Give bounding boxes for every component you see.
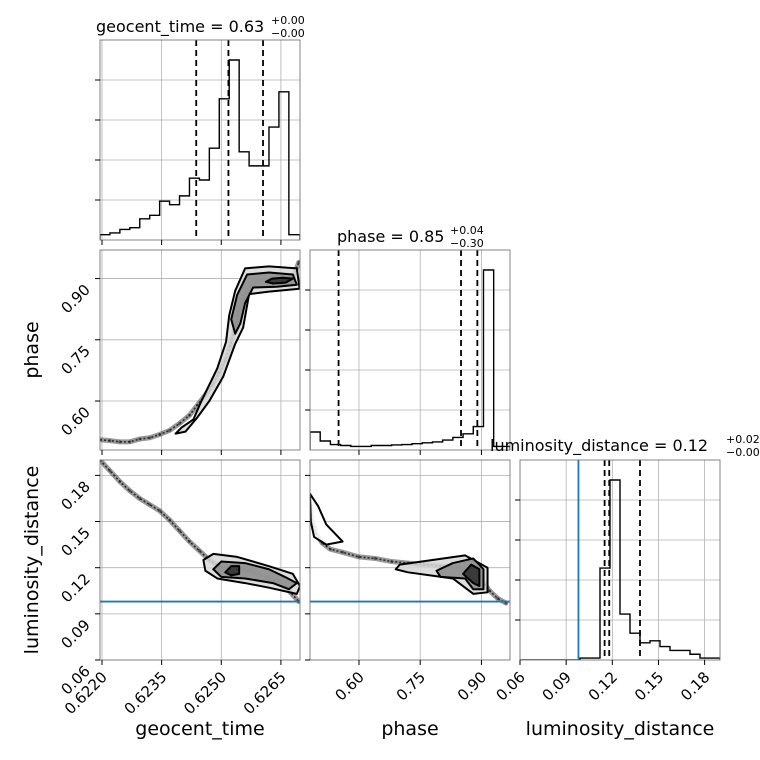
sample-point-luminosity-distance-vs-geocent-time-5: [148, 503, 152, 507]
contour-luminosity-distance-vs-geocent-time-2: [224, 565, 241, 577]
tick-label-x-phase-0: 0.60: [331, 668, 367, 704]
frame-luminosity-distance-vs-phase: [309, 459, 511, 661]
sample-point-luminosity-distance-vs-phase-6: [357, 555, 361, 559]
title-phase-sup: +0.04: [450, 224, 484, 237]
sample-point-phase-vs-geocent-time-7: [168, 429, 171, 432]
title-luminosity-distance-sup: +0.02: [726, 433, 760, 446]
sample-point-luminosity-distance-vs-phase-7: [373, 557, 377, 560]
sample-point-phase-vs-geocent-time-9: [188, 413, 191, 417]
ylabel-luminosity-distance: luminosity_distance: [21, 466, 43, 655]
histogram-phase: [310, 269, 510, 450]
tick-label-y-phase-2: 0.90: [57, 281, 93, 317]
sample-point-luminosity-distance-vs-phase-8: [390, 560, 394, 563]
histogram-geocent-time: [100, 59, 300, 240]
tick-label-x-luminosity-distance-4: 0.18: [677, 668, 713, 704]
sample-point-phase-vs-geocent-time-5: [148, 436, 152, 440]
sample-point-phase-vs-geocent-time-24: [297, 260, 300, 264]
ylabel-phase: phase: [21, 321, 43, 378]
sample-point-phase-vs-geocent-time-3: [128, 440, 132, 444]
tick-label-x-luminosity-distance-2: 0.12: [585, 668, 621, 704]
sample-point-luminosity-distance-vs-geocent-time-9: [188, 540, 191, 543]
tick-label-y-luminosity-distance-3: 0.15: [57, 524, 93, 560]
xlabel-luminosity-distance: luminosity_distance: [526, 718, 715, 740]
sample-point-luminosity-distance-vs-geocent-time-8: [178, 529, 181, 533]
histogram-luminosity-distance: [520, 479, 720, 660]
tick-label-x-geocent-time-3: 0.6265: [240, 668, 290, 718]
tick-label-x-phase-2: 0.90: [454, 668, 490, 704]
sample-point-phase-vs-geocent-time-4: [138, 437, 142, 441]
sample-point-phase-vs-geocent-time-8: [178, 422, 181, 425]
tick-label-x-luminosity-distance-0: 0.06: [492, 668, 528, 704]
sample-point-luminosity-distance-vs-geocent-time-4: [138, 497, 142, 500]
sample-point-phase-vs-geocent-time-2: [118, 440, 122, 444]
sample-point-luminosity-distance-vs-phase-5: [341, 550, 345, 554]
title-phase: phase = 0.85: [337, 227, 444, 246]
sample-point-luminosity-distance-vs-geocent-time-2: [118, 480, 122, 483]
frame-phase-vs-phase: [309, 249, 511, 451]
sample-point-luminosity-distance-vs-phase-16: [496, 597, 500, 600]
title-geocent-time: geocent_time = 0.63: [96, 17, 264, 37]
sample-point-luminosity-distance-vs-geocent-time-10: [198, 549, 201, 553]
sample-point-luminosity-distance-vs-geocent-time-1: [108, 469, 112, 473]
frame-geocent-time-vs-geocent-time: [99, 39, 301, 241]
panel-luminosity-distance-vs-luminosity-distance: [520, 460, 720, 660]
panel-luminosity-distance-vs-phase: [310, 460, 510, 660]
contour-luminosity-distance-vs-phase-3: [462, 563, 481, 588]
sample-point-luminosity-distance-vs-phase-4: [329, 547, 332, 551]
tick-label-y-luminosity-distance-4: 0.18: [57, 477, 93, 513]
sample-point-luminosity-distance-vs-geocent-time-6: [158, 509, 162, 513]
sample-point-phase-vs-geocent-time-1: [108, 439, 112, 443]
tick-label-y-luminosity-distance-1: 0.09: [57, 616, 93, 652]
panel-phase-vs-geocent-time: [100, 250, 300, 450]
tick-label-y-phase-1: 0.75: [57, 342, 93, 378]
tick-label-x-luminosity-distance-3: 0.15: [631, 668, 667, 704]
sample-point-luminosity-distance-vs-geocent-time-7: [168, 518, 171, 522]
panel-geocent-time-vs-geocent-time: [100, 40, 300, 240]
contour-luminosity-distance-vs-phase-0: [310, 492, 344, 546]
title-luminosity-distance: luminosity_distance = 0.12: [490, 436, 708, 456]
title-geocent-time-sub: −0.00: [271, 27, 305, 40]
title-luminosity-distance-sub: −0.00: [726, 446, 760, 459]
frame-phase-vs-geocent-time: [99, 249, 301, 451]
title-geocent-time-sup: +0.00: [271, 14, 305, 27]
frame-luminosity-distance-vs-luminosity-distance: [519, 459, 721, 661]
tick-label-y-luminosity-distance-2: 0.12: [57, 570, 93, 606]
xlabel-geocent-time: geocent_time: [135, 718, 264, 740]
xlabel-phase: phase: [381, 718, 438, 740]
tick-label-x-phase-1: 0.75: [393, 668, 429, 704]
contour-phase-vs-geocent-time-1: [230, 271, 298, 335]
tick-label-x-geocent-time-2: 0.6250: [180, 668, 230, 718]
sample-point-luminosity-distance-vs-geocent-time-3: [128, 489, 132, 493]
tick-label-x-geocent-time-1: 0.6235: [121, 668, 171, 718]
sample-point-phase-vs-geocent-time-6: [158, 433, 162, 436]
sample-point-luminosity-distance-vs-phase-15: [488, 589, 491, 593]
sample-point-phase-vs-geocent-time-10: [196, 403, 199, 407]
contour-phase-vs-geocent-time-2: [264, 276, 294, 285]
panel-luminosity-distance-vs-geocent-time: [100, 460, 300, 660]
tick-label-x-luminosity-distance-1: 0.09: [539, 668, 575, 704]
title-phase-sub: −0.30: [450, 237, 484, 250]
frame-luminosity-distance-vs-geocent-time: [99, 459, 301, 661]
panel-phase-vs-phase: [310, 250, 510, 450]
tick-label-y-phase-0: 0.60: [57, 403, 93, 439]
